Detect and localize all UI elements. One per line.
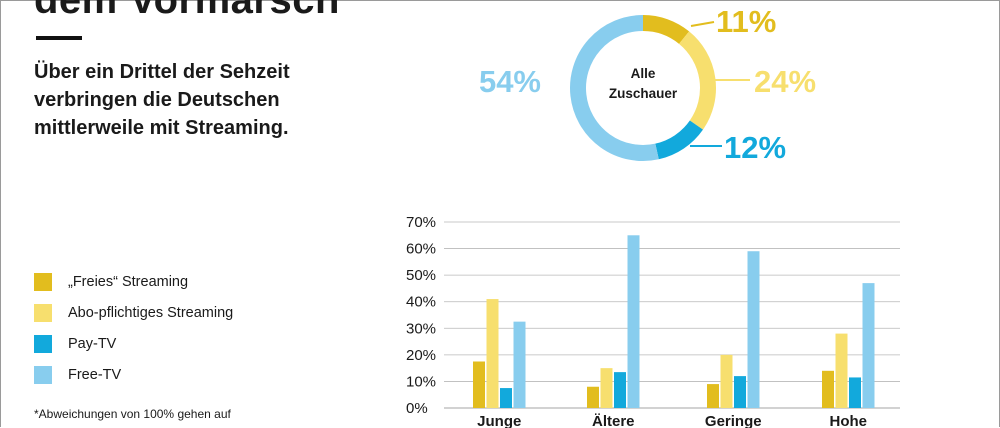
bar — [849, 377, 861, 408]
y-tick-label: 70% — [406, 214, 436, 231]
y-tick-label: 50% — [406, 267, 436, 284]
title-rule — [36, 36, 82, 40]
bar — [486, 299, 499, 408]
legend-item-pay-tv: Pay-TV — [34, 328, 233, 359]
donut-slice — [678, 31, 716, 130]
legend-label: Free-TV — [68, 366, 122, 383]
legend: „Freies“ Streaming Abo-pflichtiges Strea… — [34, 266, 233, 390]
legend-item-free-tv: Free-TV — [34, 359, 233, 390]
donut-slice — [570, 15, 659, 161]
bar — [720, 354, 733, 408]
bar — [513, 321, 526, 408]
donut-slice-label: 54% — [479, 64, 541, 99]
bar — [614, 372, 626, 408]
donut-chart: 11% 24% 12% 54% Alle Zuschauer — [479, 4, 816, 165]
donut-leader-line — [690, 21, 715, 27]
page-title: dem Vormarsch — [34, 0, 340, 22]
donut-center-label: Alle — [631, 66, 656, 81]
donut-slice — [654, 120, 703, 160]
bar — [587, 386, 599, 408]
legend-item-free-streaming: „Freies“ Streaming — [34, 266, 233, 297]
bar — [862, 283, 875, 408]
bar — [600, 368, 613, 408]
x-category-label: Hohe — [830, 413, 868, 428]
y-tick-label: 20% — [406, 347, 436, 364]
bar — [822, 370, 834, 408]
legend-swatch — [34, 365, 52, 384]
y-tick-label: 30% — [406, 320, 436, 337]
donut-slice-label: 24% — [754, 64, 816, 99]
bar — [500, 388, 512, 408]
donut-slice-label: 12% — [724, 130, 786, 165]
y-tick-label: 60% — [406, 241, 436, 258]
bar — [627, 235, 640, 408]
legend-swatch — [34, 303, 52, 322]
y-tick-label: 0% — [406, 400, 428, 417]
bar — [473, 361, 485, 408]
donut-slice — [642, 15, 690, 45]
x-category-label: Ältere — [592, 413, 635, 428]
bar — [835, 333, 848, 408]
bar — [707, 384, 719, 408]
x-category-label: Geringe — [705, 413, 762, 428]
bar-chart: 0% 10% 20% 30% 40% 50% 60% 70% Junge Ältere Gering… — [406, 214, 900, 428]
legend-swatch — [34, 272, 52, 291]
x-category-label: Junge — [477, 413, 521, 428]
footnote: *Abweichungen von 100% gehen auf — [34, 407, 231, 421]
legend-item-subscription-streaming: Abo-pflichtiges Streaming — [34, 297, 233, 328]
donut-center-label: Zuschauer — [609, 86, 678, 101]
y-tick-label: 10% — [406, 373, 436, 390]
legend-label: „Freies“ Streaming — [68, 273, 189, 290]
legend-swatch — [34, 334, 52, 353]
y-tick-label: 40% — [406, 294, 436, 311]
subtitle: Über ein Drittel der Sehzeit verbringen … — [34, 61, 290, 139]
legend-label: Abo-pflichtiges Streaming — [68, 304, 234, 321]
donut-slice-label: 11% — [716, 4, 776, 39]
bar — [747, 251, 760, 408]
bar — [734, 376, 746, 408]
legend-label: Pay-TV — [68, 335, 117, 352]
